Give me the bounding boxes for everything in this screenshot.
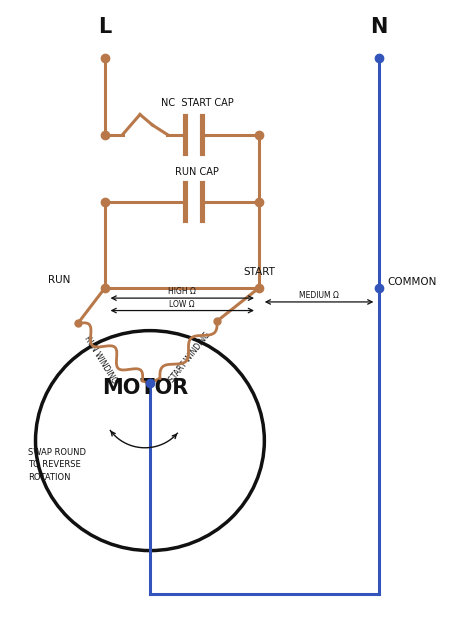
Text: COMMON: COMMON	[388, 277, 437, 287]
Text: START WINDING: START WINDING	[167, 330, 212, 384]
Text: SWAP ROUND
TO REVERSE
ROTATION: SWAP ROUND TO REVERSE ROTATION	[28, 447, 86, 482]
Text: RUN WINDING: RUN WINDING	[82, 334, 118, 385]
Text: RUN: RUN	[48, 275, 70, 285]
Text: LOW Ω: LOW Ω	[170, 300, 195, 308]
Text: MEDIUM Ω: MEDIUM Ω	[299, 291, 339, 300]
Text: L: L	[99, 17, 112, 37]
Text: N: N	[370, 17, 387, 37]
Text: RUN CAP: RUN CAP	[175, 167, 219, 177]
Text: NC  START CAP: NC START CAP	[161, 98, 234, 108]
Text: HIGH Ω: HIGH Ω	[168, 287, 196, 296]
Text: START: START	[244, 267, 275, 277]
Text: MOTOR: MOTOR	[102, 378, 188, 398]
